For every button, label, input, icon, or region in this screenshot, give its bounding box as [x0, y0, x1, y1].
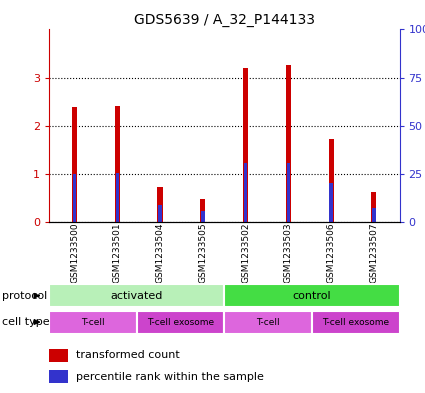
Text: GSM1233500: GSM1233500	[70, 222, 79, 283]
Title: GDS5639 / A_32_P144133: GDS5639 / A_32_P144133	[134, 13, 314, 27]
Bar	[244, 163, 247, 222]
Bar	[49, 310, 136, 334]
Text: cell type: cell type	[2, 317, 50, 327]
Text: GSM1233507: GSM1233507	[369, 222, 378, 283]
Text: GSM1233504: GSM1233504	[156, 222, 164, 283]
Bar	[286, 163, 290, 222]
Text: T-cell: T-cell	[81, 318, 105, 327]
Bar	[73, 174, 76, 222]
Text: activated: activated	[110, 291, 163, 301]
Text: T-cell: T-cell	[256, 318, 280, 327]
Text: control: control	[292, 291, 331, 301]
Bar	[159, 205, 162, 222]
Bar	[329, 139, 334, 222]
Bar	[49, 349, 68, 362]
Text: transformed count: transformed count	[76, 350, 180, 360]
Bar	[201, 211, 204, 222]
Bar	[312, 310, 400, 334]
Text: protocol: protocol	[2, 291, 47, 301]
Text: percentile rank within the sample: percentile rank within the sample	[76, 372, 264, 382]
Bar	[372, 208, 376, 222]
Text: GSM1233501: GSM1233501	[113, 222, 122, 283]
Bar	[224, 284, 400, 307]
Bar	[49, 284, 224, 307]
Bar	[158, 187, 163, 222]
Bar	[329, 183, 333, 222]
Text: GSM1233505: GSM1233505	[198, 222, 207, 283]
Bar	[243, 68, 248, 222]
Bar	[224, 310, 312, 334]
Text: GSM1233506: GSM1233506	[326, 222, 336, 283]
Text: T-cell exosome: T-cell exosome	[322, 318, 389, 327]
Bar	[136, 310, 224, 334]
Bar	[116, 173, 119, 222]
Bar	[49, 370, 68, 384]
Bar	[371, 192, 377, 222]
Text: GSM1233502: GSM1233502	[241, 222, 250, 283]
Bar	[115, 106, 120, 222]
Bar	[200, 199, 205, 222]
Bar	[286, 64, 291, 222]
Text: T-cell exosome: T-cell exosome	[147, 318, 214, 327]
Bar	[72, 107, 77, 222]
Text: GSM1233503: GSM1233503	[284, 222, 293, 283]
